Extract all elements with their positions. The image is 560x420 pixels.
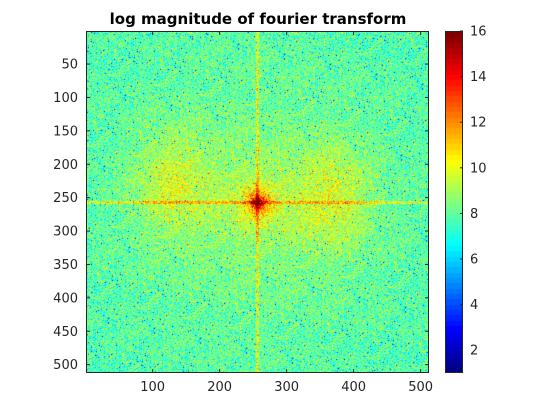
colorbar-tick-label: 12: [470, 116, 487, 131]
chart-title: log magnitude of fourier transform: [110, 10, 407, 28]
x-tick-label: 100: [140, 380, 165, 395]
axes-frame: [86, 31, 429, 373]
colorbar-gradient: [445, 31, 463, 373]
y-axis: 50 100 150 200 250 300 350 400 450 500: [53, 58, 429, 373]
y-tick-label: 250: [53, 191, 78, 206]
x-axis: 100 200 300 400 500: [140, 31, 433, 395]
y-tick-label: 300: [53, 225, 78, 240]
x-tick-label: 500: [408, 380, 433, 395]
heatmap-image-container: [86, 31, 429, 373]
colorbar-tick-label: 14: [470, 70, 487, 85]
colorbar-tick-label: 10: [470, 161, 487, 176]
colorbar-axis: 2 4 6 8 10 12 14 16: [460, 25, 487, 359]
colorbar-tick-label: 4: [470, 298, 478, 313]
y-tick-label: 150: [53, 124, 78, 139]
colorbar-gradient-container: [445, 31, 463, 373]
colorbar-tick-label: 16: [470, 25, 487, 40]
axes: 100 200 300 400 500 50 100 150 200 250 300 350 400 4…: [53, 31, 433, 395]
y-tick-label: 100: [53, 91, 78, 106]
y-tick-label: 500: [53, 358, 78, 373]
y-tick-label: 400: [53, 291, 78, 306]
colorbar-frame: [445, 31, 463, 373]
colorbar-tick-label: 8: [470, 207, 478, 222]
y-tick-label: 200: [53, 158, 78, 173]
x-tick-label: 300: [274, 380, 299, 395]
x-tick-label: 400: [341, 380, 366, 395]
x-tick-label: 200: [207, 380, 232, 395]
heatmap-image: [86, 31, 429, 373]
y-tick-label: 350: [53, 258, 78, 273]
colorbar: 2 4 6 8 10 12 14 16: [445, 25, 487, 373]
y-tick-label: 50: [61, 58, 78, 73]
colorbar-tick-label: 6: [470, 253, 478, 268]
y-tick-label: 450: [53, 325, 78, 340]
colorbar-tick-label: 2: [470, 344, 478, 359]
